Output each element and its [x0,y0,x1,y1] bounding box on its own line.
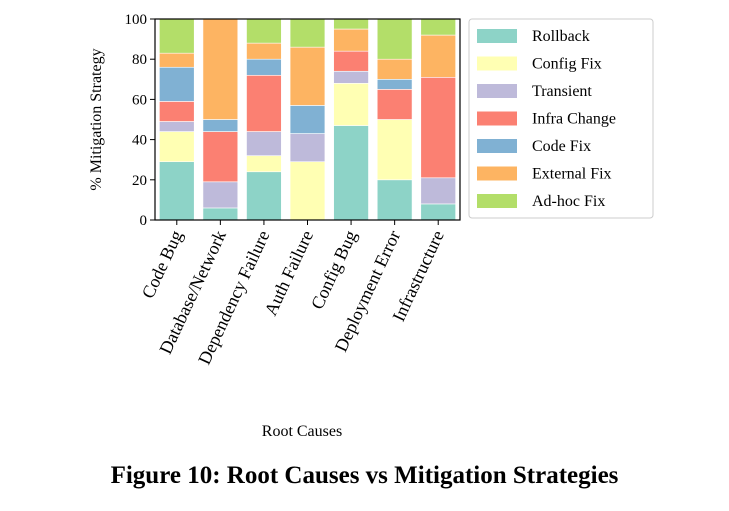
bar-segment [159,52,195,68]
legend-swatch [477,139,517,153]
bar-segment [420,203,456,221]
bar-segment [333,125,369,221]
bar-segment [289,46,326,106]
bar-segment [159,66,195,102]
y-tick-label: 60 [132,92,147,108]
bar-segment [159,121,195,132]
bar-segment [246,131,282,156]
bars-group [159,18,456,221]
bar-segment [333,28,369,52]
y-axis: 0 20 40 60 80 100 [125,12,155,229]
bar-segment [333,70,369,84]
bar-segment [246,74,282,132]
bar-segment [376,79,413,90]
legend-swatch [477,84,517,98]
bar-segment [333,50,369,72]
figure-caption: Figure 10: Root Causes vs Mitigation Str… [110,462,619,489]
bar-segment [202,131,239,183]
y-tick-label: 40 [132,133,147,149]
bar-segment [246,58,282,76]
bar-segment [202,181,239,209]
legend-swatch [477,111,517,126]
x-tick-label: Code Bug [138,227,187,301]
legend-swatch [477,166,517,181]
legend: Rollback Config Fix Transient Infra Change C… [468,18,654,219]
legend-label: Transient [532,83,592,100]
legend-label: Config Fix [532,56,602,73]
bar-segment [420,18,456,36]
legend-swatch [477,56,517,71]
bar-segment [246,155,282,173]
bar-segment [289,161,326,221]
bar-segment [202,207,239,221]
legend-label: Infra Change [532,111,616,128]
legend-swatch [477,29,517,43]
bar-segment [159,161,195,221]
bar-segment [376,179,413,221]
bar-segment [376,119,413,181]
bar-segment [202,119,239,132]
legend-label: Ad-hoc Fix [532,193,605,210]
bar-segment [159,101,195,122]
y-tick-label: 0 [140,213,148,229]
x-axis-title: Root Causes [262,423,342,440]
bar-segment [420,34,456,78]
bar-segment [376,89,413,120]
stacked-bar-chart: 0 20 40 60 80 100 Code BugDatabase/NetworkDep… [88,12,654,440]
legend-label: External Fix [532,166,612,183]
y-tick-label: 100 [125,12,148,28]
bar-segment [376,18,413,60]
legend-swatch [477,194,517,208]
bar-segment [246,18,282,44]
bar-segment [246,171,282,221]
bar-segment [289,18,326,48]
legend-label: Code Fix [532,138,591,155]
y-tick-label: 80 [132,52,147,68]
bar-segment [333,18,369,30]
bar-segment [420,76,456,179]
bar-segment [333,83,369,126]
bar-segment [159,131,195,163]
bar-segment [289,105,326,134]
y-axis-title: % Mitigation Strategy [88,48,105,190]
bar-segment [289,133,326,163]
bar-segment [159,18,195,54]
bar-segment [420,177,456,205]
bar-segment [202,18,239,120]
bar-segment [376,58,413,80]
y-tick-label: 20 [132,173,147,189]
legend-label: Rollback [532,28,590,45]
bar-segment [246,42,282,60]
